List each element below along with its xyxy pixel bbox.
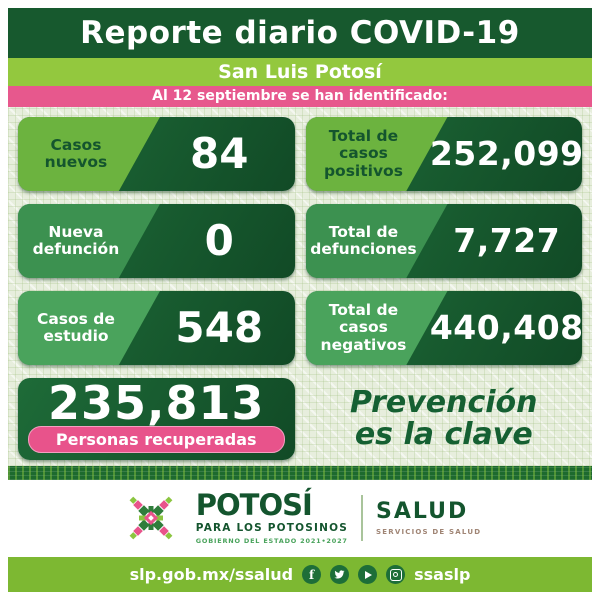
stat-label-area: Total de casos positivos [305, 116, 448, 191]
stats-row-2: Nueva defunción 0 Total de defunciones 7… [18, 203, 582, 278]
footer-logos: POTOSÍ PARA LOS POTOSINOS GOBIERNO DEL E… [8, 479, 592, 558]
twitter-icon [330, 565, 350, 585]
stat-card-total-negativos: Total de casos negativos 440,408 [305, 290, 582, 365]
date-banner: Al 12 septiembre se han identificado: [8, 85, 592, 107]
stat-value: 84 [190, 129, 249, 179]
stat-label-area: Total de defunciones [305, 203, 448, 278]
stat-label: Total de defunciones [310, 222, 417, 258]
recovered-value: 235,813 [47, 375, 265, 430]
facebook-icon: f [302, 565, 322, 585]
prevention-line1: Prevención [350, 385, 538, 421]
stats-row-4: 235,813 Personas recuperadas Prevención … [18, 375, 583, 460]
stat-card-total-defunciones: Total de defunciones 7,727 [305, 203, 582, 278]
instagram-icon [386, 565, 406, 585]
report-title: Reporte diario COVID-19 [80, 15, 520, 52]
salud-tagline: SERVICIOS DE SALUD [376, 527, 482, 536]
stat-label-area: Casos nuevos [18, 116, 160, 191]
stat-label-area: Total de casos negativos [305, 290, 448, 365]
stat-label-area: Nueva defunción [18, 203, 160, 278]
report-subheader: San Luis Potosí [8, 58, 592, 86]
youtube-icon [358, 565, 378, 585]
potosi-wordmark: POTOSÍ [195, 488, 313, 523]
report-frame: Reporte diario COVID-19 San Luis Potosí … [8, 8, 592, 593]
stats-area: Casos nuevos 84 Total de casos positivos… [8, 107, 592, 466]
prevention-message: Prevención es la clave [306, 378, 583, 460]
potosi-tagline: PARA LOS POTOSINOS [195, 521, 349, 534]
stat-value: 548 [175, 303, 264, 353]
bottom-bar: slp.gob.mx/ssalud f ssaslp [8, 557, 592, 593]
logo-divider [361, 495, 364, 542]
stat-card-nueva-defuncion: Nueva defunción 0 [18, 203, 295, 278]
recovered-label: Personas recuperadas [55, 429, 257, 449]
potosi-government: GOBIERNO DEL ESTADO 2021•2027 [195, 536, 348, 545]
website-text: slp.gob.mx/ssalud [129, 565, 294, 585]
stat-label: Nueva defunción [32, 222, 120, 258]
recovered-card: 235,813 Personas recuperadas [18, 375, 295, 460]
social-handle: ssaslp [414, 565, 471, 585]
report-header: Reporte diario COVID-19 [8, 8, 592, 59]
pattern-stripe [8, 465, 592, 480]
stat-label-area: Casos de estudio [18, 290, 160, 365]
date-banner-text: Al 12 septiembre se han identificado: [152, 88, 448, 105]
salud-wordmark: SALUD [376, 498, 469, 524]
potosi-emblem-icon [129, 496, 173, 540]
stat-label: Casos nuevos [44, 135, 108, 171]
stat-value: 252,099 [429, 134, 582, 174]
stat-label: Total de casos positivos [323, 126, 403, 180]
stat-card-total-positivos: Total de casos positivos 252,099 [305, 116, 582, 191]
salud-logo-block: SALUD SERVICIOS DE SALUD [376, 498, 482, 536]
stat-value: 7,727 [453, 221, 561, 261]
stat-value: 440,408 [429, 308, 582, 348]
prevention-line2: es la clave [354, 416, 533, 452]
stat-card-casos-estudio: Casos de estudio 548 [18, 290, 295, 365]
stat-card-casos-nuevos: Casos nuevos 84 [18, 116, 295, 191]
stat-value: 0 [204, 216, 234, 266]
stat-label: Total de casos negativos [320, 300, 407, 354]
potosi-logo-block: POTOSÍ PARA LOS POTOSINOS GOBIERNO DEL E… [195, 488, 349, 545]
stats-row-1: Casos nuevos 84 Total de casos positivos… [18, 116, 582, 191]
stats-row-3: Casos de estudio 548 Total de casos nega… [18, 290, 582, 365]
recovered-pill: Personas recuperadas [28, 425, 285, 453]
stat-label: Casos de estudio [36, 309, 115, 345]
report-subtitle: San Luis Potosí [218, 61, 382, 84]
